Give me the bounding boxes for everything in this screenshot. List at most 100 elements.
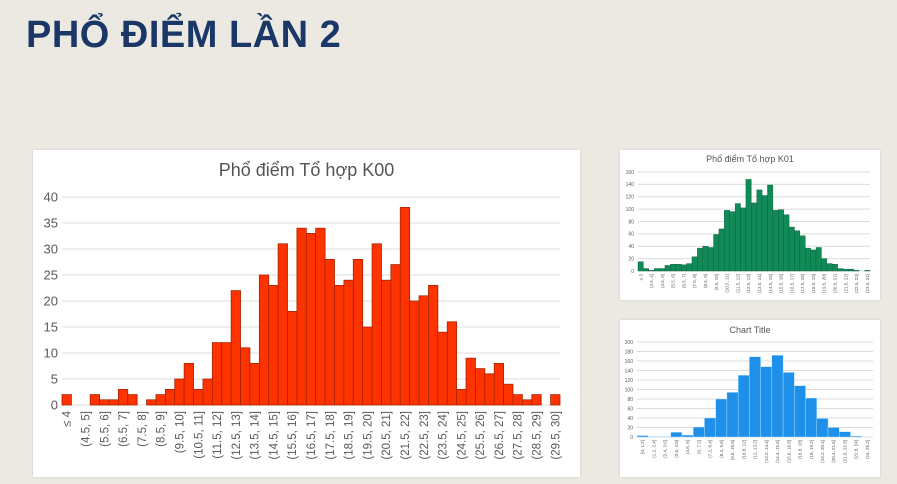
bar [230, 290, 241, 406]
x-tick-label: (2.4, 3.6] [663, 440, 668, 458]
bar [155, 394, 166, 406]
x-tick-label: (6.5, 7] [681, 274, 686, 288]
y-tick-label: 20 [44, 294, 58, 309]
bar [832, 263, 838, 272]
bar [475, 368, 486, 406]
x-tick-label: (16.5, 17] [306, 411, 318, 460]
y-tick-label: 160 [626, 170, 635, 176]
x-tick-label: (19.2, 20.4] [820, 440, 825, 463]
bar [99, 399, 110, 406]
x-tick-label: (7.5, 8] [137, 411, 149, 447]
x-tick-label: [0, 1.2] [640, 440, 645, 454]
bar [512, 394, 523, 406]
x-tick-label: (5.5, 6] [99, 411, 111, 447]
bar [837, 268, 844, 272]
y-tick-label: 30 [44, 242, 58, 257]
bar [794, 230, 801, 272]
bar [428, 284, 439, 406]
x-tick-label: (14.5, 15] [768, 274, 773, 293]
y-tick-label: 120 [625, 378, 634, 384]
x-tick-label: (7.5, 8] [692, 274, 697, 288]
bar [681, 434, 694, 438]
x-tick-label: (20.4, 21.6] [831, 440, 836, 463]
bar [715, 398, 728, 438]
x-tick-label: (22.8, 24] [854, 440, 859, 459]
bar [324, 259, 335, 406]
bar [782, 372, 795, 438]
bar [788, 226, 795, 272]
x-tick-label: (11.5, 12] [212, 411, 224, 459]
bar [664, 265, 671, 272]
x-tick-label: (19.5, 20] [822, 274, 827, 293]
bar [550, 394, 561, 406]
x-tick-label: (12.5, 13] [231, 411, 243, 460]
bar [826, 263, 833, 272]
bar [146, 399, 157, 406]
x-tick-label: (21.6, 22.8] [842, 440, 847, 463]
bar [287, 310, 298, 406]
bar [707, 247, 714, 272]
bar [737, 375, 750, 438]
bar [827, 427, 840, 438]
bar [390, 264, 401, 406]
x-tick-label: ≤ 4 [62, 410, 74, 427]
bar [249, 362, 260, 406]
x-tick-label: ≤ 3 [638, 274, 643, 281]
bar [503, 383, 514, 406]
bar [749, 356, 761, 438]
x-tick-label: (24.5, 25] [456, 411, 468, 460]
x-tick-label: (8.4, 9.6] [719, 440, 724, 458]
bar [127, 394, 138, 406]
bar [848, 268, 855, 272]
chart-title: Phổ điểm Tổ hợp K00 [218, 160, 395, 180]
x-tick-label: (9.5, 10] [174, 411, 186, 453]
bar [853, 270, 860, 272]
bar [691, 256, 698, 272]
y-tick-label: 20 [627, 425, 633, 431]
bar [686, 263, 693, 272]
y-tick-label: 40 [627, 416, 633, 422]
chart-k00: 0 5 10 15 20 25 30 35 40 ≤ 4 (4.5, 5] (5.5, 6] (6.5,… [33, 150, 580, 477]
bar [108, 399, 119, 406]
x-tick-label: (21.5, 22] [843, 274, 848, 293]
bar [183, 362, 194, 406]
bar [771, 355, 784, 438]
x-tick-label: (29.5, 30] [550, 411, 562, 460]
y-tick-label: 60 [627, 406, 633, 412]
slide-title: PHỔ ĐIỂM LẦN 2 [26, 14, 342, 56]
x-tick-label: (13.5, 14] [250, 411, 262, 460]
y-tick-label: 40 [44, 190, 58, 205]
x-tick-label: (10.5, 11] [725, 274, 730, 293]
y-tick-label: 60 [628, 232, 634, 238]
y-tick-label: 80 [627, 397, 633, 403]
bar [692, 426, 705, 438]
bar [767, 184, 774, 272]
bar [745, 179, 752, 272]
x-tick-label: (4.5, 5] [81, 411, 93, 447]
bar [821, 258, 828, 272]
x-tick-label: (3.6, 4.8] [674, 440, 679, 458]
y-tick-label: 200 [625, 340, 634, 346]
bar [315, 227, 326, 406]
bar [211, 342, 223, 406]
x-tick-label: (8.5, 9] [156, 411, 168, 447]
bar [740, 207, 747, 272]
x-tick-label: (23.5, 24] [865, 274, 870, 293]
x-tick-label: (6, 7.2] [696, 440, 701, 454]
x-tick-label: (15.5, 16] [779, 274, 784, 293]
y-tick-label: 0 [630, 435, 633, 441]
bar [643, 268, 649, 272]
bar [381, 279, 392, 406]
x-tick-label: (9.6, 10.8] [730, 440, 735, 460]
bar [761, 195, 768, 272]
bar [465, 357, 476, 406]
x-tick-label: (22.5, 23] [854, 274, 859, 293]
bar [713, 234, 720, 272]
x-tick-label: (24, 25.2] [865, 440, 870, 459]
bar [371, 243, 382, 406]
y-tick-label: 10 [44, 346, 58, 361]
y-tick-label: 140 [626, 182, 635, 188]
chart-title: Chart Title [729, 325, 771, 335]
bar [850, 435, 862, 438]
bar [799, 235, 806, 272]
